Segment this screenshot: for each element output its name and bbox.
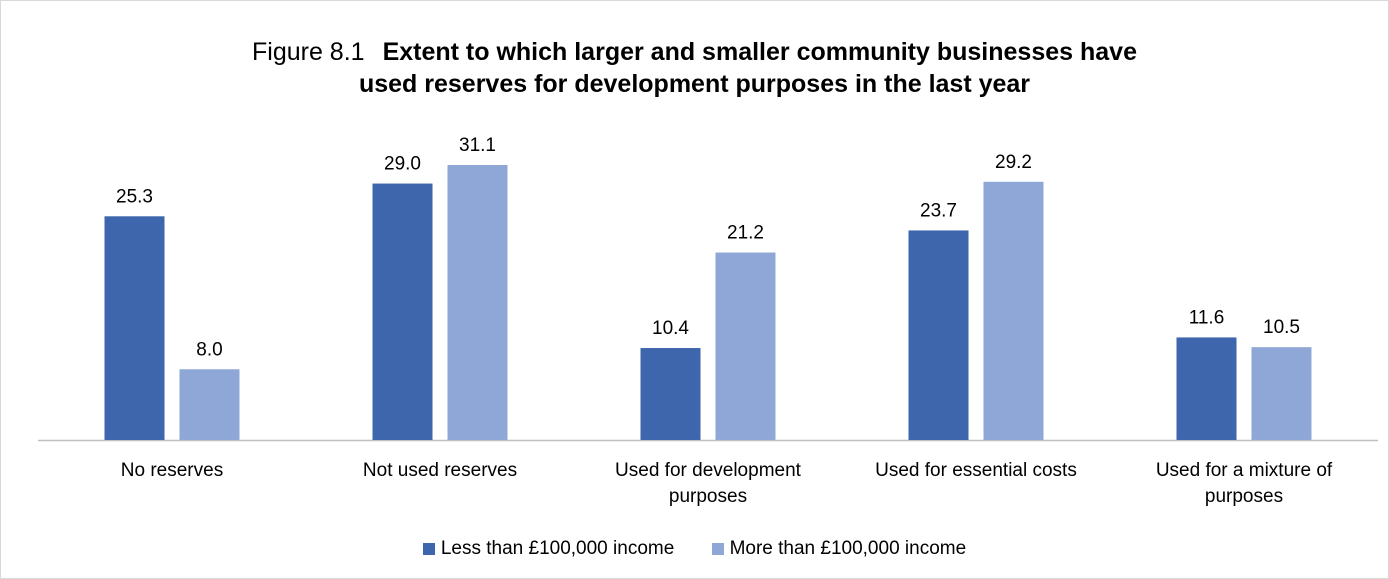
title-line-2: used reserves for development purposes i… [358, 70, 1031, 98]
category-label: purposes [1205, 486, 1283, 507]
data-label: 25.3 [116, 186, 153, 207]
legend-item-less: Less than £100,000 income [422, 537, 675, 561]
bar-more-2 [715, 252, 776, 440]
data-label: 8.0 [196, 339, 222, 360]
category-label: Used for essential costs [875, 460, 1077, 481]
legend-label-more: More than £100,000 income [729, 538, 967, 559]
bar-less-3 [908, 230, 969, 440]
bar-less-1 [372, 183, 433, 440]
category-label: No reserves [121, 460, 223, 481]
legend: Less than £100,000 income More than £100… [0, 537, 1389, 562]
bar-more-1 [447, 165, 508, 440]
legend-item-more: More than £100,000 income [711, 537, 967, 561]
bar-more-4 [1251, 347, 1312, 440]
category-label: Not used reserves [363, 460, 517, 481]
bar-less-2 [640, 348, 701, 440]
legend-label-less: Less than £100,000 income [440, 538, 675, 559]
category-label: purposes [669, 486, 747, 507]
category-label: Used for development [615, 460, 802, 481]
bar-more-0 [179, 369, 240, 440]
data-label: 23.7 [920, 200, 957, 221]
bar-more-3 [983, 181, 1044, 440]
data-label: 29.2 [995, 152, 1032, 173]
title-line-1: Extent to which larger and smaller commu… [382, 38, 1137, 66]
data-label: 29.0 [384, 154, 421, 175]
legend-swatch-less [422, 543, 435, 555]
data-label: 11.6 [1189, 307, 1225, 328]
bar-less-0 [104, 216, 165, 440]
figure-number: Figure 8.1 [252, 38, 365, 66]
category-label: Used for a mixture of [1156, 460, 1333, 481]
data-label: 31.1 [459, 135, 496, 156]
bar-less-4 [1176, 337, 1237, 440]
chart-title: Figure 8.1 Extent to which larger and sma… [0, 36, 1389, 100]
data-label: 21.2 [727, 223, 764, 244]
data-label: 10.5 [1263, 317, 1300, 338]
data-label: 10.4 [652, 318, 689, 339]
legend-swatch-more [711, 543, 724, 555]
